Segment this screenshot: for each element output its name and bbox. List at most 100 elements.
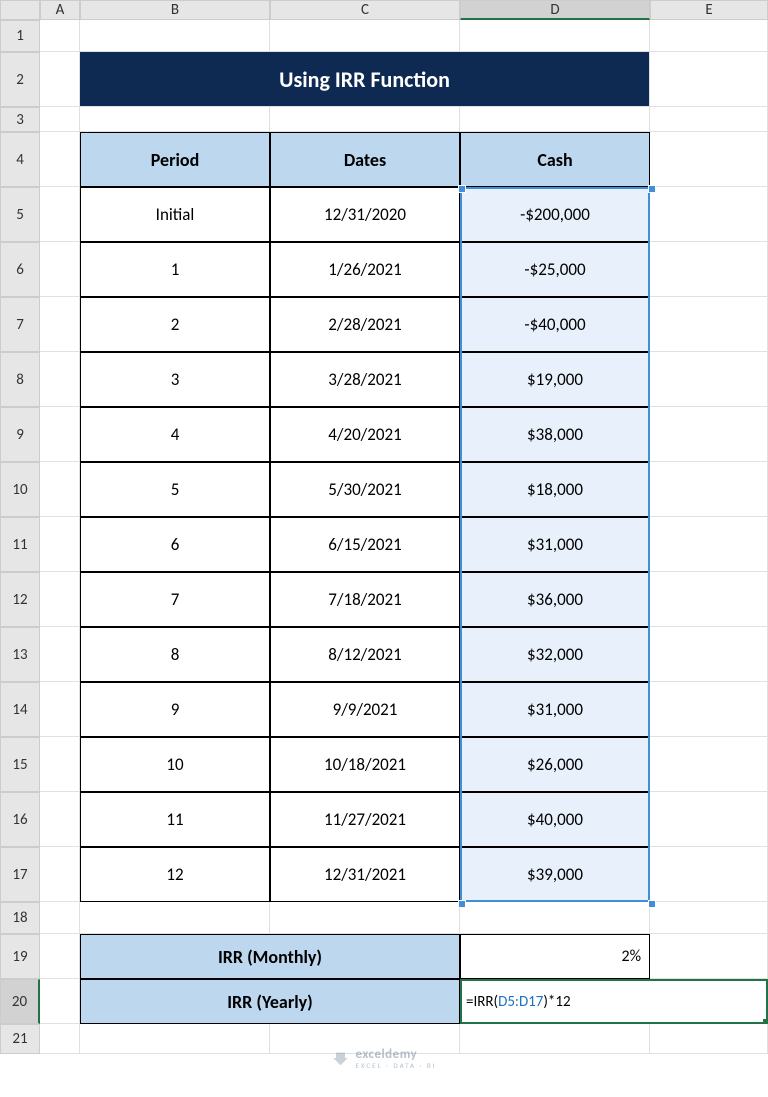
cash-cell[interactable]: $26,000 xyxy=(460,737,650,792)
empty-cell[interactable] xyxy=(650,572,768,627)
empty-cell[interactable] xyxy=(650,737,768,792)
empty-cell[interactable] xyxy=(40,979,80,1024)
empty-cell[interactable] xyxy=(650,52,768,107)
empty-cell[interactable] xyxy=(40,682,80,737)
empty-cell[interactable] xyxy=(80,902,270,934)
empty-cell[interactable] xyxy=(40,132,80,187)
cash-cell[interactable]: -$40,000 xyxy=(460,297,650,352)
col-header-B[interactable]: B xyxy=(80,0,270,20)
empty-cell[interactable] xyxy=(650,902,768,934)
cash-cell[interactable]: $38,000 xyxy=(460,407,650,462)
data-cell[interactable]: 3/28/2021 xyxy=(270,352,460,407)
empty-cell[interactable] xyxy=(650,847,768,902)
empty-cell[interactable] xyxy=(80,1024,270,1054)
spreadsheet-grid[interactable]: ABCDE12Using IRR Function34PeriodDatesCa… xyxy=(0,0,768,1054)
empty-cell[interactable] xyxy=(460,902,650,934)
data-cell[interactable]: 1 xyxy=(80,242,270,297)
empty-cell[interactable] xyxy=(650,517,768,572)
row-header-7[interactable]: 7 xyxy=(0,297,40,352)
cash-cell[interactable]: $31,000 xyxy=(460,682,650,737)
row-header-12[interactable]: 12 xyxy=(0,572,40,627)
empty-cell[interactable] xyxy=(650,352,768,407)
data-cell[interactable]: 2 xyxy=(80,297,270,352)
empty-cell[interactable] xyxy=(40,352,80,407)
row-header-3[interactable]: 3 xyxy=(0,107,40,132)
empty-cell[interactable] xyxy=(650,297,768,352)
empty-cell[interactable] xyxy=(40,462,80,517)
cash-cell[interactable]: $18,000 xyxy=(460,462,650,517)
row-header-9[interactable]: 9 xyxy=(0,407,40,462)
cash-cell[interactable]: $40,000 xyxy=(460,792,650,847)
empty-cell[interactable] xyxy=(40,297,80,352)
empty-cell[interactable] xyxy=(40,1024,80,1054)
empty-cell[interactable] xyxy=(40,792,80,847)
empty-cell[interactable] xyxy=(270,902,460,934)
col-header-D[interactable]: D xyxy=(460,0,650,20)
data-cell[interactable]: 3 xyxy=(80,352,270,407)
row-header-14[interactable]: 14 xyxy=(0,682,40,737)
data-cell[interactable]: 11/27/2021 xyxy=(270,792,460,847)
row-header-17[interactable]: 17 xyxy=(0,847,40,902)
empty-cell[interactable] xyxy=(40,407,80,462)
data-cell[interactable]: 9/9/2021 xyxy=(270,682,460,737)
row-header-4[interactable]: 4 xyxy=(0,132,40,187)
empty-cell[interactable] xyxy=(460,20,650,52)
data-cell[interactable]: 11 xyxy=(80,792,270,847)
empty-cell[interactable] xyxy=(270,1024,460,1054)
col-header-A[interactable]: A xyxy=(40,0,80,20)
empty-cell[interactable] xyxy=(650,462,768,517)
row-header-19[interactable]: 19 xyxy=(0,934,40,979)
data-cell[interactable]: 8/12/2021 xyxy=(270,627,460,682)
row-header-10[interactable]: 10 xyxy=(0,462,40,517)
empty-cell[interactable] xyxy=(40,902,80,934)
empty-cell[interactable] xyxy=(650,1024,768,1054)
row-header-18[interactable]: 18 xyxy=(0,902,40,934)
empty-cell[interactable] xyxy=(40,847,80,902)
select-all-corner[interactable] xyxy=(0,0,40,20)
data-cell[interactable]: 6/15/2021 xyxy=(270,517,460,572)
empty-cell[interactable] xyxy=(40,107,80,132)
data-cell[interactable]: 4 xyxy=(80,407,270,462)
cash-cell[interactable]: $32,000 xyxy=(460,627,650,682)
data-cell[interactable]: 7/18/2021 xyxy=(270,572,460,627)
data-cell[interactable]: 7 xyxy=(80,572,270,627)
empty-cell[interactable] xyxy=(80,107,270,132)
data-cell[interactable]: 2/28/2021 xyxy=(270,297,460,352)
row-header-6[interactable]: 6 xyxy=(0,242,40,297)
data-cell[interactable]: 10/18/2021 xyxy=(270,737,460,792)
row-header-21[interactable]: 21 xyxy=(0,1024,40,1054)
empty-cell[interactable] xyxy=(40,517,80,572)
empty-cell[interactable] xyxy=(270,20,460,52)
row-header-16[interactable]: 16 xyxy=(0,792,40,847)
data-cell[interactable]: 10 xyxy=(80,737,270,792)
data-cell[interactable]: 12/31/2021 xyxy=(270,847,460,902)
cash-cell[interactable]: -$200,000 xyxy=(460,187,650,242)
data-cell[interactable]: 5/30/2021 xyxy=(270,462,460,517)
cash-cell[interactable]: -$25,000 xyxy=(460,242,650,297)
empty-cell[interactable] xyxy=(650,682,768,737)
empty-cell[interactable] xyxy=(40,737,80,792)
empty-cell[interactable] xyxy=(650,792,768,847)
data-cell[interactable]: 8 xyxy=(80,627,270,682)
data-cell[interactable]: 5 xyxy=(80,462,270,517)
data-cell[interactable]: 12 xyxy=(80,847,270,902)
empty-cell[interactable] xyxy=(650,407,768,462)
empty-cell[interactable] xyxy=(650,20,768,52)
empty-cell[interactable] xyxy=(650,934,768,979)
cash-cell[interactable]: $36,000 xyxy=(460,572,650,627)
row-header-11[interactable]: 11 xyxy=(0,517,40,572)
data-cell[interactable]: 12/31/2020 xyxy=(270,187,460,242)
data-cell[interactable]: Initial xyxy=(80,187,270,242)
cash-cell[interactable]: $31,000 xyxy=(460,517,650,572)
empty-cell[interactable] xyxy=(40,242,80,297)
irr-yearly-formula[interactable]: =IRR(D5:D17)*12 xyxy=(460,979,768,1024)
data-cell[interactable]: 4/20/2021 xyxy=(270,407,460,462)
empty-cell[interactable] xyxy=(650,187,768,242)
empty-cell[interactable] xyxy=(270,107,460,132)
row-header-8[interactable]: 8 xyxy=(0,352,40,407)
data-cell[interactable]: 9 xyxy=(80,682,270,737)
data-cell[interactable]: 6 xyxy=(80,517,270,572)
irr-monthly-value[interactable]: 2% xyxy=(460,934,650,979)
empty-cell[interactable] xyxy=(460,1024,650,1054)
empty-cell[interactable] xyxy=(650,627,768,682)
